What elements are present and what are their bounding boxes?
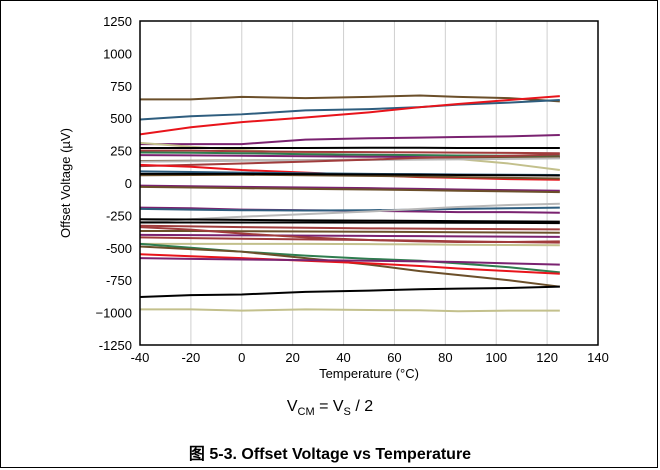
series-line-28 [140,242,560,247]
series-line-16 [140,172,560,177]
series-line-35 [140,308,560,313]
series-line-34 [139,285,560,299]
series-line-26 [139,233,560,238]
series-line-1 [140,94,560,103]
x-tick-label: 140 [587,350,609,365]
y-axis-title: Offset Voltage (µV) [58,128,73,238]
y-tick-label: 250 [110,144,132,159]
figure-caption: 图 5-3. Offset Voltage vs Temperature [188,446,472,463]
series-line-17 [139,184,560,192]
series-layer [139,94,560,313]
series-line-24 [139,224,560,231]
y-tick-label: 750 [110,79,132,94]
series-line-3 [139,95,560,136]
series-line-4 [140,134,560,146]
y-tick-label: 500 [110,111,132,126]
condition-caption: VCM = VS / 2 [0,398,660,418]
series-line-23 [140,221,560,225]
series-line-29 [139,226,560,243]
series-line-12 [139,153,560,168]
condition-sub-cm: CM [297,406,315,419]
x-tick-label: -40 [131,350,150,365]
tick-labels: -40 -20 0 20 40 60 80 100 120 140 1250 1000 750 500 25… [95,14,608,365]
condition-divisor: / 2 [350,398,374,415]
series-line-21 [139,202,560,223]
condition-v1: V [286,398,298,415]
x-tick-label: 60 [387,350,401,365]
x-tick-label: 40 [336,350,350,365]
grid-layer [190,21,548,345]
y-tick-label: -750 [106,273,132,288]
condition-equals: = V [314,398,344,415]
series-line-22 [139,218,560,223]
y-tick-label: 1250 [103,14,132,29]
series-line-7 [140,149,560,155]
x-tick-label: 80 [438,350,452,365]
series-line-32 [139,253,560,275]
plot-area-border [139,20,599,346]
y-tick-label: 0 [125,176,132,191]
x-tick-label: 120 [536,350,558,365]
y-tick-label: -250 [106,208,132,223]
x-tick-label: 0 [238,350,245,365]
series-line-18 [139,185,560,194]
x-tick-label: -20 [181,350,200,365]
series-line-2 [139,99,560,121]
x-tick-label: 100 [485,350,507,365]
x-axis-title: Temperature (°C) [319,366,419,381]
y-tick-label: -500 [106,241,132,256]
condition-sub-s: S [343,406,351,419]
series-line-33 [139,257,560,266]
x-tick-label: 20 [285,350,299,365]
y-tick-label: −1000 [95,306,132,321]
series-line-20 [139,206,560,212]
y-tick-label: -1250 [99,338,132,353]
y-tick-label: 1000 [103,46,132,61]
series-line-31 [139,245,560,288]
